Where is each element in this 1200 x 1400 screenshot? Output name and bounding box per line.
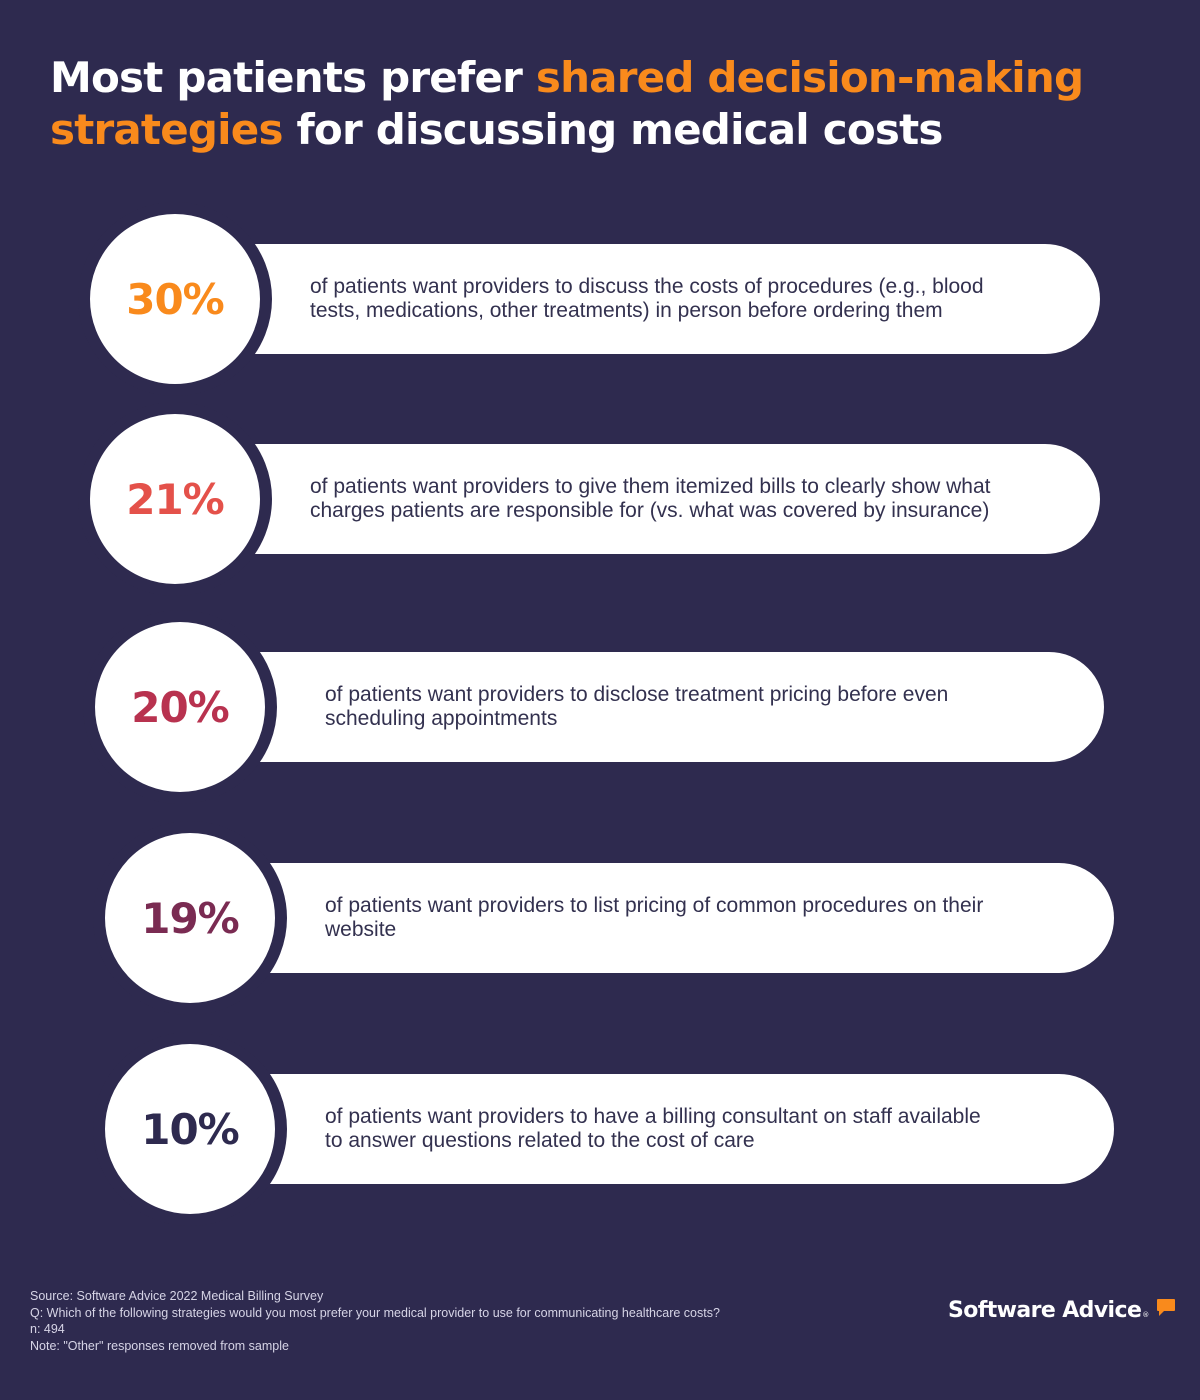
stat-card: of patients want providers to discuss th…	[245, 244, 1100, 354]
logo-text: Software Advice	[948, 1298, 1142, 1323]
stat-row-19: of patients want providers to list prici…	[0, 821, 1200, 1015]
stat-description: of patients want providers to discuss th…	[310, 275, 984, 322]
stat-description: of patients want providers to have a bil…	[325, 1105, 981, 1152]
stat-card: of patients want providers to list prici…	[260, 863, 1114, 973]
footer-question: Q: Which of the following strategies wou…	[30, 1305, 720, 1320]
footer-sample-size: n: 494	[30, 1322, 65, 1336]
title-highlight-1: shared decision-making	[535, 53, 1084, 102]
stat-circle: 21%	[78, 402, 272, 596]
stat-circle: 19%	[93, 821, 287, 1015]
stat-description: of patients want providers to list prici…	[325, 894, 984, 941]
title-part2: for discussing medical costs	[282, 105, 943, 154]
footer-note: Note: "Other" responses removed from sam…	[30, 1338, 289, 1353]
stat-row-10: of patients want providers to have a bil…	[0, 1032, 1200, 1226]
stat-row-30: of patients want providers to discuss th…	[0, 202, 1200, 396]
stat-circle: 10%	[93, 1032, 287, 1226]
stat-card: of patients want providers to give them …	[245, 444, 1100, 554]
stat-row-20: of patients want providers to disclose t…	[0, 610, 1200, 804]
stat-percent: 20%	[131, 682, 230, 732]
stat-percent: 21%	[126, 474, 225, 524]
footer-source: Source: Software Advice 2022 Medical Bil…	[30, 1289, 324, 1303]
software-advice-logo: Software Advice®	[948, 1298, 1175, 1323]
stat-percent: 19%	[141, 893, 240, 943]
stat-percent: 10%	[141, 1104, 240, 1154]
stat-circle: 20%	[83, 610, 277, 804]
page-title: Most patients prefer shared decision-mak…	[50, 52, 1170, 156]
source-footer: Source: Software Advice 2022 Medical Bil…	[30, 1288, 720, 1354]
stat-description: of patients want providers to disclose t…	[325, 683, 949, 730]
title-highlight-2: strategies	[50, 105, 283, 154]
stat-circle: 30%	[78, 202, 272, 396]
registered-mark: ®	[1142, 1311, 1149, 1319]
stat-card: of patients want providers to disclose t…	[250, 652, 1104, 762]
stat-percent: 30%	[126, 274, 225, 324]
stat-description: of patients want providers to give them …	[310, 475, 991, 522]
title-part1: Most patients prefer	[50, 53, 536, 102]
stat-card: of patients want providers to have a bil…	[260, 1074, 1114, 1184]
stat-row-21: of patients want providers to give them …	[0, 402, 1200, 596]
speech-bubble-icon	[1156, 1299, 1175, 1316]
